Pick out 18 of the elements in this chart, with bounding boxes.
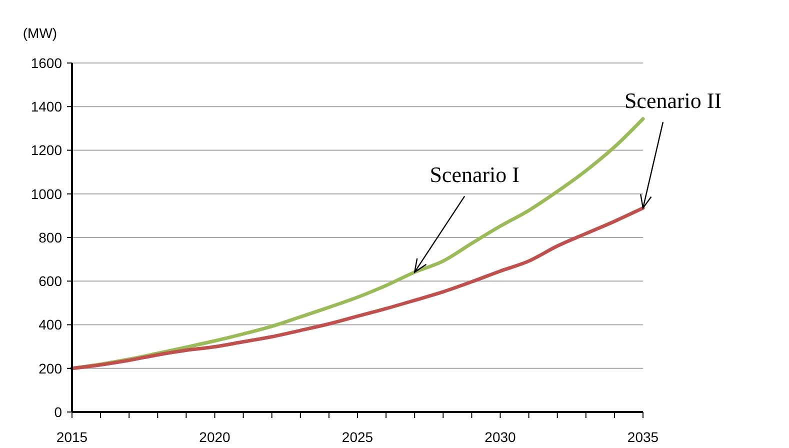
x-tick-label: 2025 — [342, 429, 374, 445]
y-tick-label: 200 — [38, 360, 62, 376]
y-tick-label: 1000 — [30, 186, 62, 202]
y-tick-label: 1200 — [30, 142, 62, 158]
text: Scenario II — [624, 88, 722, 114]
line-series — [70, 206, 645, 370]
y-tick-label: 600 — [38, 273, 62, 290]
y-tick-label: 400 — [38, 316, 62, 333]
x-tick-label: 2030 — [484, 429, 516, 445]
y-tick-label: 800 — [38, 229, 62, 246]
series-label: Scenario I — [430, 162, 520, 188]
y-tick-label: 0 — [54, 404, 62, 420]
x-tick-label: 2020 — [199, 429, 231, 445]
x-tick-label: 2035 — [627, 429, 659, 445]
y-tick-label: 1600 — [30, 54, 62, 71]
x-tick-label: 2015 — [56, 429, 88, 445]
y-axis-title: (MW) — [22, 25, 58, 41]
y-tick-label: 1400 — [30, 98, 62, 115]
